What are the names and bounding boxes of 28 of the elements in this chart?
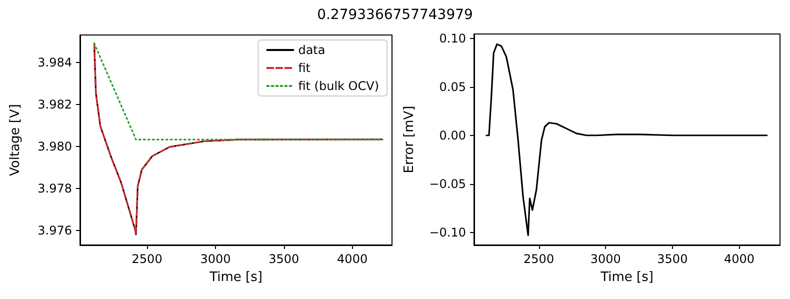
y-tick-label: −0.10 bbox=[429, 225, 466, 240]
x-axis-title: Time [s] bbox=[208, 270, 262, 285]
y-tick-label: 0.05 bbox=[439, 80, 466, 94]
y-axis-title: Voltage [V] bbox=[8, 104, 23, 176]
x-tick-label: 4000 bbox=[724, 252, 755, 266]
y-tick-label: 3.980 bbox=[38, 139, 72, 154]
x-tick-label: 2500 bbox=[524, 252, 554, 266]
x-axis-title: Time [s] bbox=[600, 270, 654, 285]
y-tick-label: 3.984 bbox=[38, 55, 72, 70]
y-tick-label: 0.10 bbox=[439, 31, 466, 46]
legend-label: fit (bulk OCV) bbox=[298, 79, 379, 93]
legend-label: data bbox=[298, 43, 326, 57]
y-tick-label: 3.982 bbox=[38, 97, 72, 112]
y-tick-label: 0.00 bbox=[439, 128, 466, 142]
y-tick-label: 3.978 bbox=[38, 181, 72, 196]
x-tick-label: 3000 bbox=[590, 252, 621, 266]
y-tick-label: 3.976 bbox=[38, 223, 72, 238]
x-tick-label: 3500 bbox=[657, 252, 688, 266]
line-series bbox=[486, 43, 768, 236]
x-tick-label: 3000 bbox=[200, 252, 231, 266]
x-tick-label: 3500 bbox=[268, 252, 300, 266]
x-tick-label: 2500 bbox=[132, 252, 162, 266]
line-series bbox=[93, 42, 384, 236]
legend-label: fit bbox=[298, 61, 311, 75]
y-tick-label: −0.05 bbox=[429, 176, 466, 191]
chart-title: 0.2793366757743979 bbox=[316, 7, 474, 23]
x-tick-label: 4000 bbox=[337, 252, 368, 266]
y-axis-title: Error [mV] bbox=[402, 106, 417, 174]
